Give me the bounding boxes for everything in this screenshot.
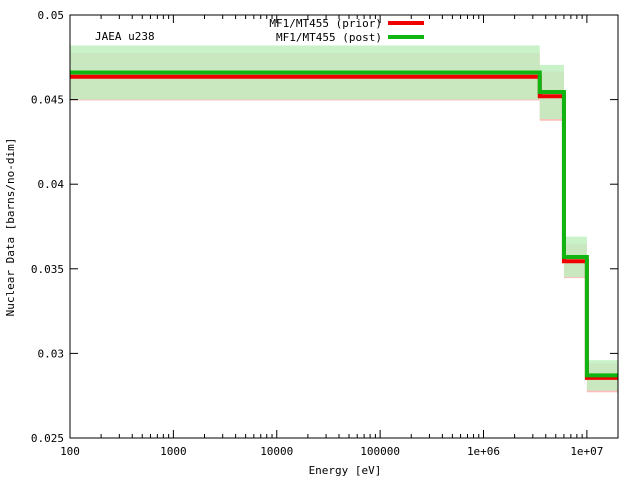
legend-label-prior: MF1/MT455 (prior)	[269, 17, 382, 30]
x-tick-label-1: 1000	[160, 445, 187, 458]
legend-label-post: MF1/MT455 (post)	[276, 31, 382, 44]
series-lines	[70, 70, 618, 380]
x-tick-label-5: 1e+07	[570, 445, 603, 458]
x-tick-labels: 100 1000 10000 100000 1e+06 1e+07	[60, 445, 603, 458]
x-tick-label-2: 10000	[260, 445, 293, 458]
plot-frame	[69, 14, 619, 439]
y-tick-labels: 0.025 0.03 0.035 0.04 0.045 0.05	[31, 9, 64, 445]
series-line-0	[70, 74, 618, 380]
y-tick-label-4: 0.045	[31, 94, 64, 107]
uncertainty-bands	[70, 45, 618, 393]
x-tick-label-0: 100	[60, 445, 80, 458]
y-tick-label-2: 0.035	[31, 263, 64, 276]
dataset-annotation: JAEA u238	[95, 30, 155, 43]
y-axis-label: Nuclear Data [barns/no-dim]	[4, 138, 17, 317]
x-tick-label-4: 1e+06	[467, 445, 500, 458]
y-tick-label-5: 0.05	[38, 9, 65, 22]
x-axis-label: Energy [eV]	[309, 464, 382, 477]
series-line-1	[70, 70, 618, 378]
axis-ticks	[69, 14, 618, 439]
x-tick-label-3: 100000	[360, 445, 400, 458]
y-tick-label-3: 0.04	[38, 178, 65, 191]
legend: MF1/MT455 (prior) MF1/MT455 (post)	[269, 17, 424, 44]
y-tick-label-0: 0.025	[31, 432, 64, 445]
y-tick-label-1: 0.03	[38, 347, 65, 360]
